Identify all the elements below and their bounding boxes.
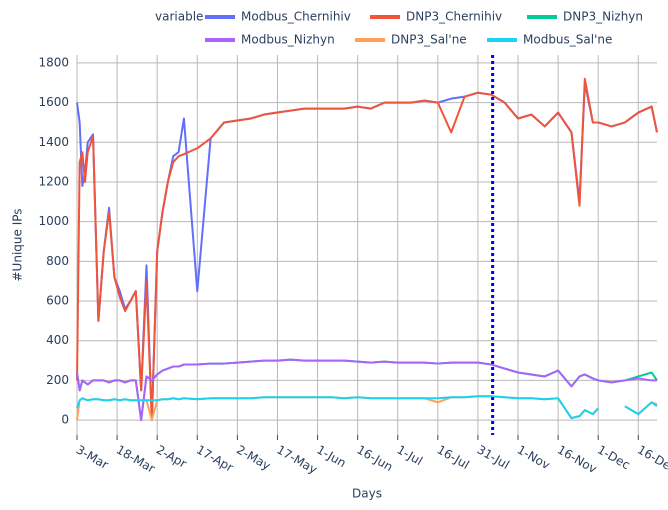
y-axis-title: #Unique IPs — [11, 208, 25, 281]
y-tick-label: 400 — [46, 333, 69, 347]
legend-label: Modbus_Nizhyn — [241, 33, 335, 47]
y-tick-label: 1400 — [38, 135, 69, 149]
series-line — [624, 401, 658, 416]
y-tick-label: 600 — [46, 294, 69, 308]
legend-title: variable — [155, 10, 203, 24]
y-tick-label: 1600 — [38, 95, 69, 109]
y-tick-label: 800 — [46, 254, 69, 268]
y-tick-label: 1000 — [38, 214, 69, 228]
y-tick-label: 0 — [61, 413, 69, 427]
legend-label: DNP3_Sal'ne — [391, 33, 467, 47]
legend-label: DNP3_Chernihiv — [406, 10, 502, 24]
y-tick-label: 1800 — [38, 55, 69, 69]
y-tick-label: 200 — [46, 373, 69, 387]
legend-label: Modbus_Chernihiv — [241, 10, 351, 24]
y-tick-label: 1200 — [38, 174, 69, 188]
x-axis-title: Days — [352, 487, 382, 501]
series-line — [76, 358, 657, 422]
legend-label: DNP3_Nizhyn — [563, 10, 643, 24]
series-line — [76, 395, 599, 420]
legend-label: Modbus_Sal'ne — [523, 33, 612, 47]
series-line — [76, 77, 658, 422]
